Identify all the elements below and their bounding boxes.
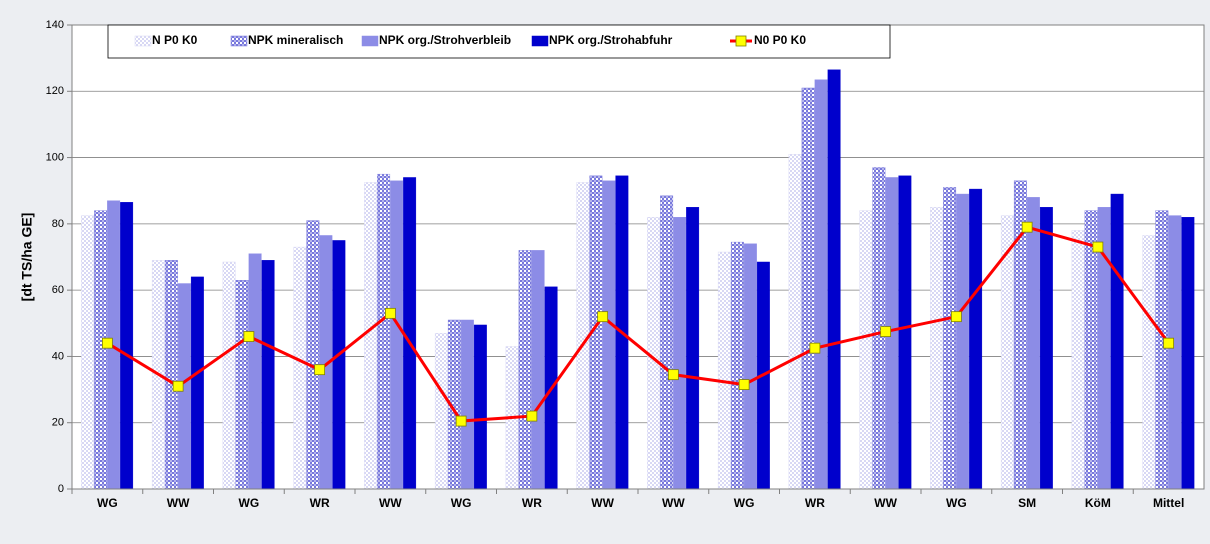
bar	[898, 175, 912, 490]
legend-label: N0 P0 K0	[754, 33, 806, 47]
y-tick-label: 120	[46, 85, 64, 97]
legend-swatch	[134, 35, 152, 47]
legend-label: NPK mineralisch	[248, 33, 343, 47]
marker	[314, 364, 326, 376]
bar	[1110, 193, 1124, 490]
bar	[660, 195, 674, 490]
bar	[1026, 197, 1040, 490]
bar	[1142, 235, 1156, 490]
marker	[738, 379, 750, 391]
x-tick-label: KöM	[1085, 496, 1111, 510]
marker	[597, 311, 609, 323]
bar	[673, 217, 687, 490]
y-tick-label: 20	[52, 417, 64, 429]
y-tick-label: 40	[52, 350, 64, 362]
legend-label: NPK org./Strohverbleib	[379, 33, 511, 47]
bar	[1039, 207, 1053, 490]
bar	[1181, 217, 1195, 490]
bar	[956, 193, 970, 490]
bar	[943, 187, 957, 490]
bar	[403, 177, 417, 490]
marker	[1021, 221, 1033, 233]
y-tick-label: 140	[46, 19, 64, 31]
bar	[377, 173, 391, 490]
marker	[809, 342, 821, 354]
bar	[120, 202, 134, 490]
legend-marker	[735, 35, 747, 47]
x-tick-label: WW	[591, 496, 614, 510]
y-tick-label: 60	[52, 284, 64, 296]
bar	[730, 241, 744, 490]
bar	[364, 182, 378, 490]
marker	[950, 311, 962, 323]
bar	[434, 333, 448, 490]
x-tick-label: WG	[97, 496, 118, 510]
bar	[248, 253, 262, 490]
bar	[801, 87, 815, 490]
bar	[814, 79, 828, 490]
bar	[827, 69, 841, 490]
bar	[859, 210, 873, 490]
legend-swatch	[361, 35, 379, 47]
bar	[1168, 215, 1182, 490]
legend-label: N P0 K0	[152, 33, 198, 47]
bar	[332, 240, 346, 490]
x-tick-label: WW	[379, 496, 402, 510]
marker	[1163, 337, 1175, 349]
marker	[526, 410, 538, 422]
bar	[81, 215, 95, 490]
marker	[101, 337, 113, 349]
y-axis-label: [dt TS/ha GE]	[19, 213, 35, 302]
marker	[455, 415, 467, 427]
x-tick-label: Mittel	[1153, 496, 1184, 510]
bar	[222, 261, 236, 490]
bar	[306, 220, 320, 490]
y-tick-label: 80	[52, 218, 64, 230]
x-tick-label: WG	[451, 496, 472, 510]
bar	[94, 210, 108, 490]
bar	[531, 250, 545, 490]
bar	[1155, 210, 1169, 490]
y-tick-label: 0	[58, 483, 64, 495]
bar	[969, 188, 983, 490]
x-tick-label: WW	[874, 496, 897, 510]
bar	[686, 207, 700, 490]
x-tick-label: WW	[662, 496, 685, 510]
marker	[667, 369, 679, 381]
bar	[293, 246, 307, 490]
bar	[261, 260, 275, 490]
y-tick-label: 100	[46, 151, 64, 163]
marker	[1092, 241, 1104, 253]
x-tick-label: WG	[734, 496, 755, 510]
legend-swatch	[230, 35, 248, 47]
bar	[235, 280, 249, 490]
marker	[172, 380, 184, 392]
bar	[1071, 230, 1085, 490]
bar	[473, 324, 487, 490]
bar	[518, 250, 532, 490]
x-tick-label: WW	[167, 496, 190, 510]
bar	[460, 319, 474, 490]
bar	[602, 180, 616, 490]
bar	[930, 207, 944, 490]
marker	[243, 331, 255, 342]
marker	[880, 326, 892, 337]
marker	[384, 307, 396, 319]
x-tick-label: WR	[522, 496, 542, 510]
legend-label: NPK org./Strohabfuhr	[549, 33, 673, 47]
x-tick-label: WR	[310, 496, 330, 510]
bar	[190, 276, 204, 490]
x-tick-label: SM	[1018, 496, 1036, 510]
line	[106, 225, 1170, 423]
x-tick-label: WR	[805, 496, 825, 510]
bar	[164, 260, 178, 490]
bar	[788, 154, 802, 490]
bar	[390, 180, 404, 490]
bar	[717, 251, 731, 490]
legend-swatch	[531, 35, 549, 47]
x-tick-label: WG	[239, 496, 260, 510]
bar	[743, 243, 757, 490]
x-tick-label: WG	[946, 496, 967, 510]
